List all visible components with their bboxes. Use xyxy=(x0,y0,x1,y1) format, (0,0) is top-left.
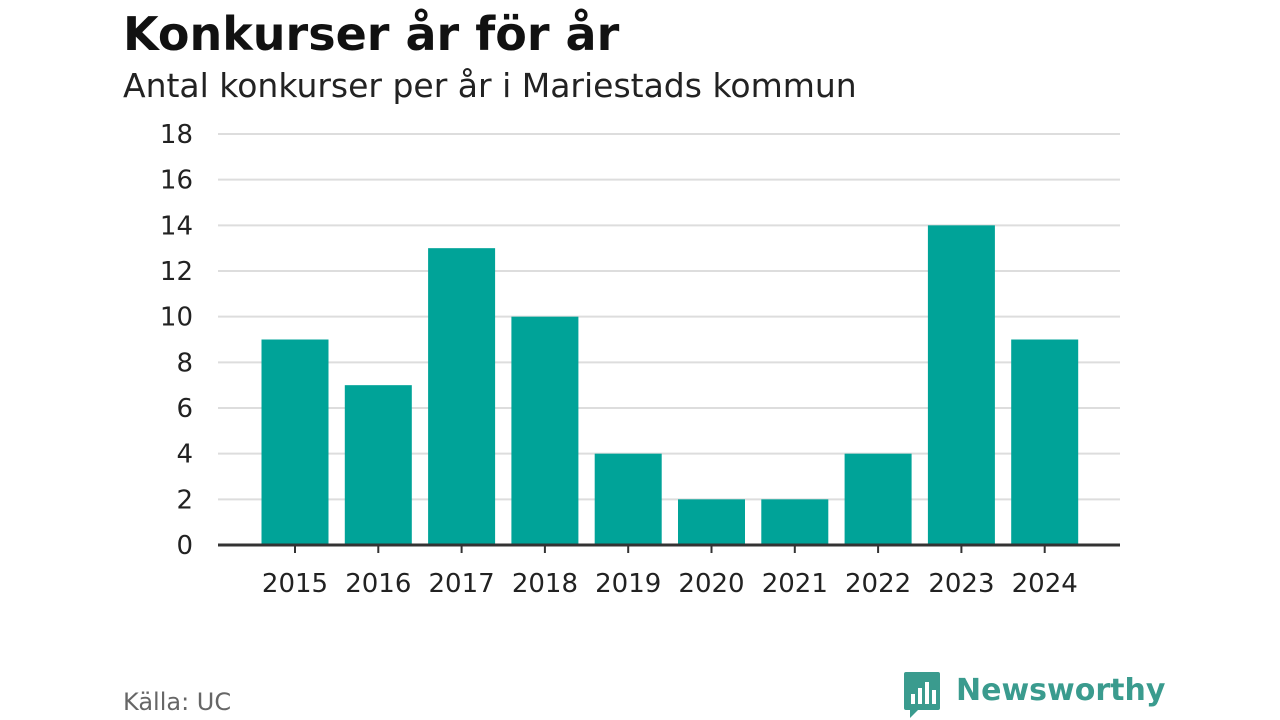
y-tick-label: 12 xyxy=(160,257,193,287)
x-tick-label: 2017 xyxy=(429,569,495,599)
y-tick-label: 16 xyxy=(160,166,193,196)
y-tick-label: 4 xyxy=(176,440,193,470)
bar-2018 xyxy=(511,316,579,545)
brand-name: Newsworthy xyxy=(956,673,1166,708)
x-tick-label: 2024 xyxy=(1012,569,1078,599)
bar-2020 xyxy=(678,499,745,545)
x-tick-label: 2016 xyxy=(345,569,411,599)
y-tick-label: 10 xyxy=(160,303,193,333)
newsworthy-logo-icon xyxy=(904,672,940,718)
x-tick-label: 2019 xyxy=(595,569,661,599)
source-note: Källa: UC xyxy=(123,688,232,716)
bar-2019 xyxy=(594,453,662,545)
bar-2021 xyxy=(761,499,829,545)
y-tick-label: 6 xyxy=(176,394,193,424)
bar-2024 xyxy=(1011,339,1079,545)
bars xyxy=(261,225,1079,546)
x-tick-label: 2021 xyxy=(762,569,828,599)
x-tick-label: 2023 xyxy=(928,569,994,599)
x-tick-label: 2015 xyxy=(262,569,328,599)
x-tick-label: 2022 xyxy=(845,569,911,599)
y-tick-label: 0 xyxy=(176,531,193,561)
bar-2023 xyxy=(927,225,995,546)
bar-2017 xyxy=(428,248,496,545)
x-tick-label: 2020 xyxy=(678,569,744,599)
y-tick-label: 14 xyxy=(160,211,193,241)
chart-subtitle: Antal konkurser per år i Mariestads komm… xyxy=(123,66,857,105)
x-tick-label: 2018 xyxy=(512,569,578,599)
y-tick-label: 18 xyxy=(160,120,193,150)
bar-2016 xyxy=(344,385,412,545)
bar-2015 xyxy=(261,339,329,545)
y-tick-label: 8 xyxy=(176,348,193,378)
bar-2022 xyxy=(844,453,912,545)
brand-logo: Newsworthy xyxy=(902,670,1165,720)
chart-title: Konkurser år för år xyxy=(123,7,620,61)
y-tick-label: 2 xyxy=(176,485,193,515)
x-axis-ticks: 2015 2016 2017 2018 2019 2020 2021 2022 2023 2024 xyxy=(262,545,1078,599)
y-axis-ticks: 0 2 4 6 8 10 12 14 16 18 xyxy=(160,120,193,561)
